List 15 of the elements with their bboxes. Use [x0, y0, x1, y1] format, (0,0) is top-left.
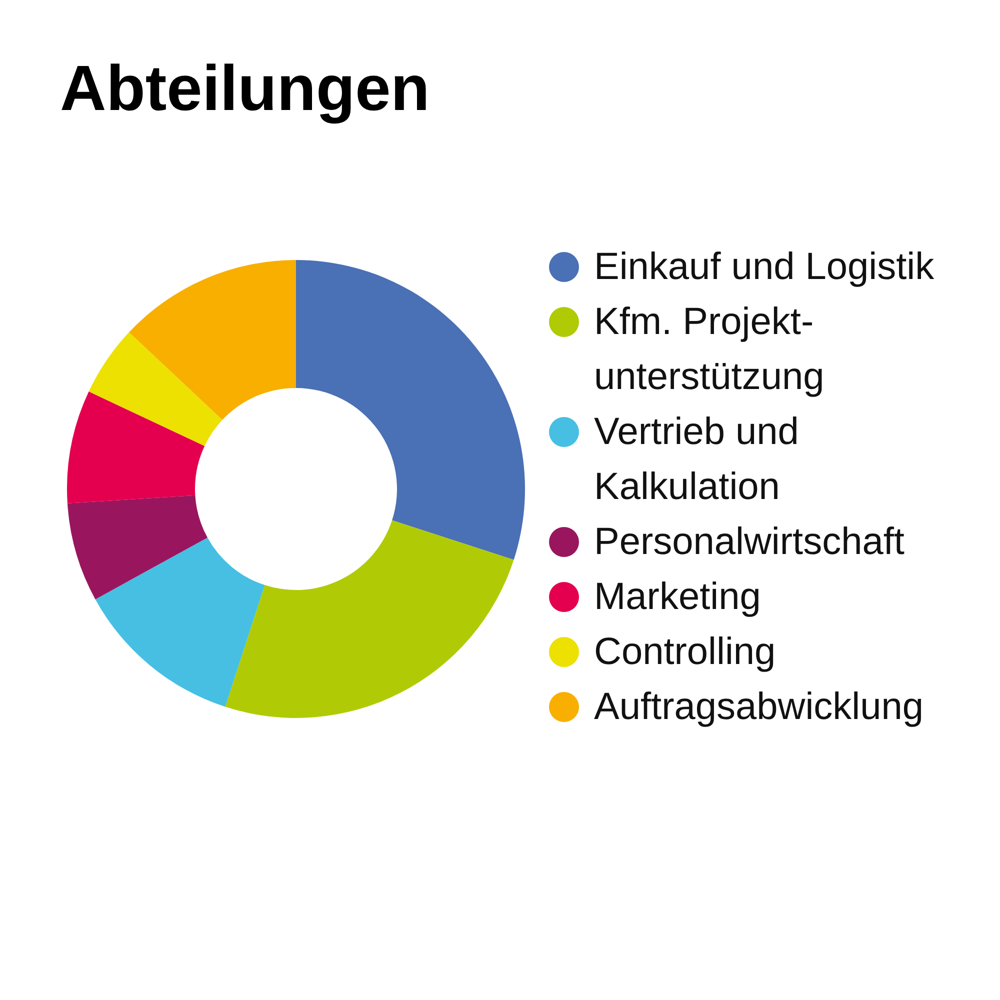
legend-label: Einkauf und Logistik	[594, 245, 936, 290]
legend-label: Personalwirtschaft	[594, 520, 906, 565]
legend-label: Kfm. Projekt-unterstützung	[594, 300, 826, 400]
donut-slice	[88, 332, 222, 446]
chart-title: Abteilungen	[60, 52, 430, 124]
donut-slice	[67, 495, 208, 600]
donut-slice	[67, 391, 205, 504]
donut-slice	[129, 260, 296, 420]
donut-slice	[225, 520, 514, 718]
legend-label: Auftragsabwicklung	[594, 685, 925, 730]
donut-slice	[95, 538, 265, 707]
legend-label: Marketing	[594, 575, 762, 620]
donut-slice	[296, 260, 525, 560]
legend-label: Vertrieb und Kalkulation	[594, 410, 800, 510]
legend-label: Controlling	[594, 630, 777, 675]
